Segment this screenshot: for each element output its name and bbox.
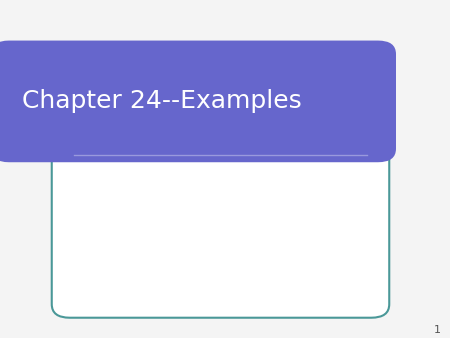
Text: 1: 1 xyxy=(434,324,441,335)
FancyBboxPatch shape xyxy=(0,41,396,162)
FancyBboxPatch shape xyxy=(52,47,389,318)
Text: Chapter 24--Examples: Chapter 24--Examples xyxy=(22,89,302,114)
